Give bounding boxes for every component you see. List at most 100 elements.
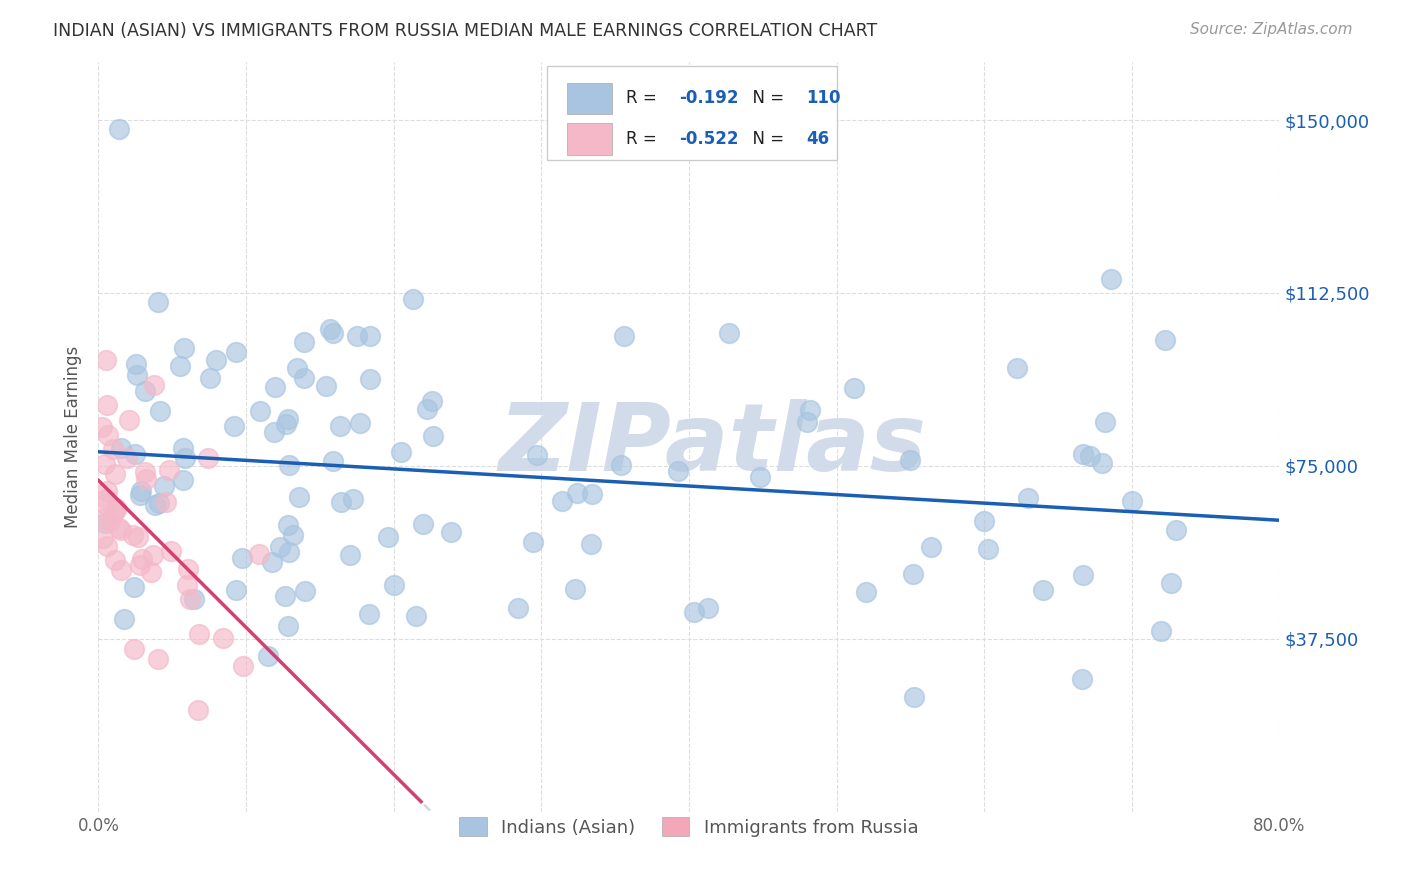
Point — [359, 328, 381, 343]
Point — [262, 555, 284, 569]
Text: -0.522: -0.522 — [679, 130, 740, 148]
Point — [920, 540, 942, 554]
Point — [96, 398, 118, 412]
Point — [94, 516, 117, 531]
Point — [901, 567, 924, 582]
Point — [799, 403, 821, 417]
Point — [198, 370, 221, 384]
Point — [322, 453, 344, 467]
Point — [1154, 333, 1177, 347]
Point — [389, 444, 412, 458]
Point — [842, 381, 865, 395]
Point — [124, 581, 146, 595]
Point — [249, 403, 271, 417]
Point — [155, 495, 177, 509]
Point — [232, 658, 254, 673]
Point — [749, 470, 772, 484]
Point — [329, 495, 352, 509]
Text: R =: R = — [626, 89, 662, 107]
Point — [565, 485, 588, 500]
Point — [98, 514, 121, 528]
Point — [263, 425, 285, 439]
Point — [274, 417, 297, 431]
Point — [139, 565, 162, 579]
Point — [183, 591, 205, 606]
Point — [186, 703, 208, 717]
Point — [153, 479, 176, 493]
Point — [127, 530, 149, 544]
Point — [683, 605, 706, 619]
Point — [1121, 493, 1143, 508]
Legend: Indians (Asian), Immigrants from Russia: Indians (Asian), Immigrants from Russia — [453, 810, 925, 844]
Point — [173, 341, 195, 355]
Point — [204, 353, 226, 368]
Y-axis label: Median Male Earnings: Median Male Earnings — [65, 346, 83, 528]
Point — [579, 537, 602, 551]
Point — [900, 453, 922, 467]
Point — [124, 447, 146, 461]
Point — [609, 458, 631, 472]
Point — [231, 550, 253, 565]
Point — [224, 418, 246, 433]
Point — [292, 335, 315, 350]
Point — [104, 501, 127, 516]
Point — [149, 404, 172, 418]
Point — [127, 368, 149, 382]
Point — [131, 483, 153, 498]
Point — [1071, 567, 1094, 582]
Point — [903, 690, 925, 705]
Point — [420, 394, 443, 409]
Point — [405, 609, 427, 624]
Point — [1160, 575, 1182, 590]
Point — [112, 612, 135, 626]
Point — [129, 488, 152, 502]
Text: Source: ZipAtlas.com: Source: ZipAtlas.com — [1189, 22, 1353, 37]
Point — [177, 562, 200, 576]
Point — [278, 458, 301, 472]
Point — [94, 492, 117, 507]
Point — [277, 517, 299, 532]
Point — [349, 416, 371, 430]
Point — [1032, 583, 1054, 598]
Point — [134, 384, 156, 399]
Point — [278, 545, 301, 559]
Point — [94, 457, 117, 471]
Point — [157, 463, 180, 477]
Point — [131, 552, 153, 566]
Point — [973, 514, 995, 528]
Point — [855, 584, 877, 599]
Text: N =: N = — [742, 89, 789, 107]
Point — [346, 329, 368, 343]
Point — [107, 521, 129, 535]
Point — [257, 649, 280, 664]
Point — [1094, 415, 1116, 429]
Point — [160, 544, 183, 558]
Point — [359, 372, 381, 386]
Point — [174, 450, 197, 465]
Point — [148, 496, 170, 510]
Point — [110, 523, 132, 537]
Text: ZIPatlas: ZIPatlas — [499, 399, 927, 491]
Point — [197, 450, 219, 465]
Text: -0.192: -0.192 — [679, 89, 740, 107]
Point — [225, 582, 247, 597]
FancyBboxPatch shape — [567, 83, 612, 114]
Point — [146, 295, 169, 310]
Point — [212, 632, 235, 646]
Point — [1005, 360, 1028, 375]
Point — [315, 379, 337, 393]
Point — [142, 548, 165, 562]
Point — [143, 499, 166, 513]
Point — [96, 484, 118, 499]
Point — [342, 492, 364, 507]
Point — [104, 553, 127, 567]
Point — [294, 583, 316, 598]
Point — [187, 627, 209, 641]
Point — [1099, 271, 1122, 285]
Point — [247, 547, 270, 561]
Text: INDIAN (ASIAN) VS IMMIGRANTS FROM RUSSIA MEDIAN MALE EARNINGS CORRELATION CHART: INDIAN (ASIAN) VS IMMIGRANTS FROM RUSSIA… — [53, 22, 877, 40]
Point — [110, 441, 132, 455]
Point — [416, 401, 439, 416]
Point — [382, 578, 405, 592]
Point — [122, 528, 145, 542]
